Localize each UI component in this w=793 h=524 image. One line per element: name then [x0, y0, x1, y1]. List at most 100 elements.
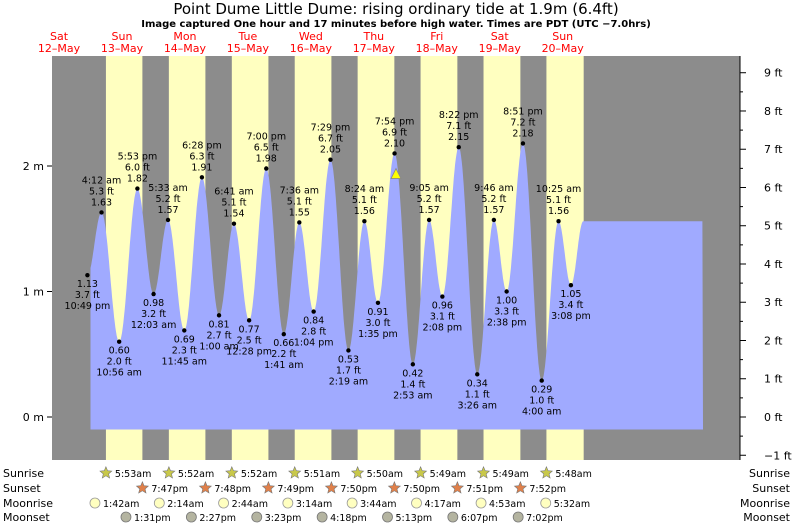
- day-name-label: Wed: [299, 30, 323, 43]
- moonset-icon: [185, 511, 197, 523]
- tide-height-m: 1.57: [157, 205, 178, 216]
- right-axis-label: 4 ft: [764, 258, 783, 271]
- sunrise-icon: [350, 466, 365, 479]
- sunrise-time: 5:53am: [115, 469, 151, 480]
- tide-time: 7:00 pm: [246, 132, 286, 143]
- moonrise-icon: [475, 497, 487, 509]
- low-tide-label: 0.913.0 ft1:35 pm: [358, 307, 398, 340]
- day-name-label: Mon: [173, 30, 196, 43]
- high-tide-point: [231, 221, 237, 226]
- low-tide-point: [346, 348, 351, 353]
- sunrise-time: 5:48am: [555, 469, 591, 480]
- tide-height-ft: 3.4 ft: [558, 300, 583, 311]
- tide-time: 8:51 pm: [503, 106, 543, 117]
- tide-height-ft: 3.3 ft: [494, 307, 519, 318]
- tide-time: 7:29 pm: [311, 123, 351, 134]
- tide-height-ft: 3.7 ft: [75, 290, 100, 301]
- right-axis-label: 0 ft: [764, 411, 783, 424]
- tide-height-m: 1.05: [560, 289, 581, 300]
- tide-time: 4:12 am: [82, 175, 121, 186]
- tide-height-m: 0.91: [367, 307, 388, 318]
- tide-height-ft: 6.5 ft: [254, 143, 279, 154]
- high-tide-label: 6:41 am5.1 ft1.54: [214, 187, 253, 220]
- high-tide-point: [328, 157, 333, 162]
- tide-height-m: 1.54: [223, 209, 244, 220]
- tide-height-m: 1.91: [191, 162, 212, 173]
- high-tide-label: 7:36 am5.1 ft1.55: [280, 185, 319, 218]
- tide-time: 12:03 am: [131, 320, 176, 331]
- tide-height-ft: 3.1 ft: [430, 312, 455, 323]
- high-tide-label: 8:51 pm7.2 ft2.18: [503, 106, 543, 139]
- sunset-time: 7:50pm: [403, 484, 440, 495]
- tide-area: [90, 143, 703, 430]
- low-tide-label: 0.662.2 ft1:41 am: [264, 338, 303, 371]
- tide-height-ft: 6.0 ft: [125, 163, 150, 174]
- tide-time: 1:41 am: [264, 360, 303, 371]
- right-axis-label: 6 ft: [764, 181, 783, 194]
- sunset-time: 7:51pm: [466, 484, 503, 495]
- sunset-time: 7:50pm: [340, 484, 377, 495]
- day-name-label: Thu: [362, 30, 384, 43]
- tide-time: 12:28 pm: [226, 346, 272, 357]
- low-tide-point: [440, 294, 445, 299]
- tide-height-m: 1.57: [483, 205, 504, 216]
- day-date-label: 16–May: [290, 42, 333, 55]
- tide-height-m: 1.56: [354, 206, 375, 217]
- tide-height-m: 1.63: [91, 197, 112, 208]
- tide-height-m: 1.55: [289, 207, 310, 218]
- sunrise-icon: [225, 466, 239, 479]
- right-axis-label: 1 ft: [764, 373, 783, 386]
- sunset-icon: [261, 481, 276, 494]
- tide-time: 10:49 pm: [65, 301, 111, 312]
- low-tide-label: 1.053.4 ft3:08 pm: [551, 289, 591, 322]
- moonset-time: 6:07pm: [461, 513, 498, 524]
- left-axis-label: 2 m: [23, 160, 44, 173]
- low-tide-label: 0.963.1 ft2:08 pm: [423, 301, 463, 334]
- moonrise-time: 3:44am: [360, 499, 396, 510]
- tide-height-m: 1.13: [77, 279, 98, 290]
- tide-height-ft: 2.5 ft: [237, 335, 262, 346]
- tide-time: 8:22 pm: [439, 110, 479, 121]
- tide-time: 6:28 pm: [182, 140, 222, 151]
- day-date-label: 12–May: [38, 42, 81, 55]
- day-date-label: 20–May: [542, 42, 585, 55]
- tide-height-m: 0.77: [239, 324, 260, 335]
- plot-area: [52, 56, 740, 460]
- high-tide-point: [165, 217, 171, 223]
- low-tide-point: [410, 362, 416, 367]
- moonset-icon: [382, 511, 393, 523]
- moonset-time: 7:02pm: [526, 513, 563, 524]
- tide-height-m: 0.66: [273, 338, 294, 349]
- almanac-row-label-left: Sunset: [3, 482, 41, 495]
- tide-height-m: 0.60: [109, 346, 130, 357]
- sunset-time: 7:48pm: [214, 484, 251, 495]
- high-tide-point: [392, 151, 397, 156]
- almanac-row-label-right: Moonset: [743, 511, 790, 524]
- moonrise-time: 4:53am: [489, 499, 525, 510]
- sunrise-time: 5:49am: [430, 469, 466, 480]
- sunset-time: 7:52pm: [529, 484, 566, 495]
- tide-height-ft: 5.2 ft: [481, 194, 506, 205]
- tide-time: 10:25 am: [536, 184, 581, 195]
- day-date-label: 15–May: [227, 42, 270, 55]
- tide-time: 4:00 am: [522, 407, 561, 418]
- tide-height-ft: 5.1 ft: [287, 196, 312, 207]
- tide-height-ft: 1.4 ft: [400, 379, 425, 390]
- tide-height-ft: 7.1 ft: [446, 121, 471, 132]
- current-tide-marker: [390, 167, 402, 179]
- tide-height-m: 1.57: [419, 205, 440, 216]
- tide-height-ft: 2.8 ft: [301, 327, 326, 338]
- tide-height-m: 0.69: [174, 334, 195, 345]
- right-axis-label: 9 ft: [764, 67, 783, 80]
- tide-height-m: 1.00: [496, 296, 517, 307]
- moonrise-icon: [153, 497, 165, 509]
- sunset-icon: [198, 481, 213, 494]
- high-tide-label: 10:25 am5.1 ft1.56: [536, 184, 581, 217]
- moonset-icon: [120, 511, 132, 523]
- tide-height-m: 2.15: [448, 132, 469, 143]
- day-name-label: Sun: [112, 30, 133, 43]
- tide-height-ft: 6.9 ft: [382, 127, 407, 138]
- sunset-icon: [450, 481, 465, 494]
